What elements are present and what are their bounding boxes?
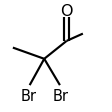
Text: O: O bbox=[60, 4, 73, 19]
Text: Br: Br bbox=[21, 89, 37, 104]
Text: Br: Br bbox=[53, 89, 69, 104]
